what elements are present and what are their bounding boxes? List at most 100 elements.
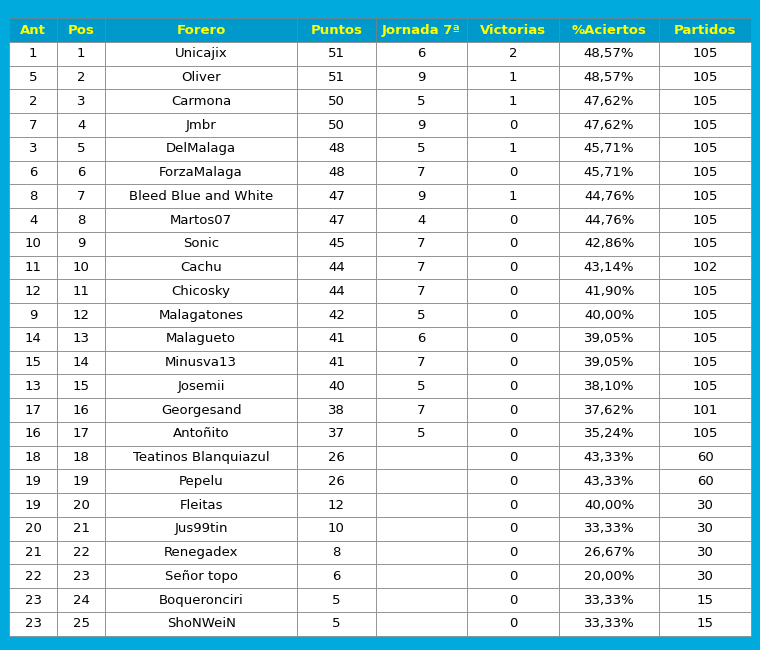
Text: 105: 105 [692, 285, 717, 298]
Text: Ant: Ant [21, 23, 46, 36]
Text: 44: 44 [328, 261, 345, 274]
Bar [297, 541, 375, 564]
Text: 15: 15 [697, 593, 714, 606]
Bar [375, 422, 467, 446]
Bar [659, 255, 751, 280]
Bar [105, 469, 297, 493]
Bar [375, 446, 467, 469]
Bar [375, 398, 467, 422]
Text: 15: 15 [24, 356, 42, 369]
Text: 0: 0 [509, 261, 518, 274]
Text: 0: 0 [509, 166, 518, 179]
Text: 45,71%: 45,71% [584, 166, 635, 179]
Text: Jornada 7ª: Jornada 7ª [382, 23, 461, 36]
Text: Oliver: Oliver [182, 71, 221, 84]
Text: 1: 1 [509, 190, 518, 203]
Text: 22: 22 [24, 570, 42, 583]
Bar [559, 469, 659, 493]
Text: 102: 102 [692, 261, 717, 274]
Bar [659, 232, 751, 255]
Text: Malagueto: Malagueto [166, 332, 236, 345]
Bar [559, 137, 659, 161]
Text: 8: 8 [29, 190, 37, 203]
Text: 11: 11 [24, 261, 42, 274]
Text: Puntos: Puntos [310, 23, 363, 36]
Bar [297, 161, 375, 185]
Bar [57, 303, 105, 327]
Text: 0: 0 [509, 474, 518, 488]
Text: 9: 9 [417, 190, 426, 203]
Bar [467, 137, 559, 161]
Text: 39,05%: 39,05% [584, 332, 635, 345]
Bar [467, 446, 559, 469]
Bar [105, 42, 297, 66]
Text: 42,86%: 42,86% [584, 237, 635, 250]
Bar [467, 588, 559, 612]
Bar [375, 280, 467, 303]
Bar [297, 113, 375, 137]
Text: Teatinos Blanquiazul: Teatinos Blanquiazul [133, 451, 269, 464]
Bar [659, 612, 751, 636]
Text: 44,76%: 44,76% [584, 214, 635, 227]
Text: 5: 5 [417, 427, 426, 440]
Text: 13: 13 [73, 332, 90, 345]
Bar [57, 588, 105, 612]
Text: 17: 17 [24, 404, 42, 417]
Bar [9, 255, 57, 280]
Text: Minusva13: Minusva13 [165, 356, 237, 369]
Text: 9: 9 [417, 71, 426, 84]
Bar [105, 303, 297, 327]
Text: DelMalaga: DelMalaga [166, 142, 236, 155]
Bar [559, 422, 659, 446]
Bar [659, 541, 751, 564]
Bar [297, 612, 375, 636]
Bar [297, 446, 375, 469]
Text: 43,33%: 43,33% [584, 474, 635, 488]
Text: 19: 19 [24, 474, 42, 488]
Bar [559, 18, 659, 42]
Bar [559, 612, 659, 636]
Bar [559, 541, 659, 564]
Text: 12: 12 [73, 309, 90, 322]
Bar [375, 517, 467, 541]
Bar [9, 42, 57, 66]
Bar [659, 374, 751, 398]
Bar [297, 517, 375, 541]
Text: 3: 3 [77, 95, 85, 108]
Text: 47,62%: 47,62% [584, 95, 635, 108]
Text: 6: 6 [77, 166, 85, 179]
Text: 105: 105 [692, 71, 717, 84]
Bar [467, 161, 559, 185]
Text: Chicosky: Chicosky [172, 285, 230, 298]
Text: ShoNWeiN: ShoNWeiN [166, 618, 236, 630]
Text: 0: 0 [509, 237, 518, 250]
Bar [467, 564, 559, 588]
Text: 2: 2 [29, 95, 37, 108]
Bar [57, 517, 105, 541]
Text: 5: 5 [332, 618, 340, 630]
Bar [467, 255, 559, 280]
Bar [659, 280, 751, 303]
Bar [57, 113, 105, 137]
Text: 60: 60 [697, 451, 714, 464]
Text: 37,62%: 37,62% [584, 404, 635, 417]
Bar [297, 42, 375, 66]
Text: 1: 1 [29, 47, 37, 60]
Text: 30: 30 [697, 546, 714, 559]
Bar [559, 564, 659, 588]
Bar [297, 185, 375, 208]
Text: 33,33%: 33,33% [584, 523, 635, 536]
Text: 1: 1 [509, 71, 518, 84]
Text: 48: 48 [328, 166, 345, 179]
Text: 105: 105 [692, 190, 717, 203]
Bar [659, 564, 751, 588]
Text: Carmona: Carmona [171, 95, 231, 108]
Bar [105, 564, 297, 588]
Text: 4: 4 [77, 118, 85, 131]
Text: 23: 23 [24, 618, 42, 630]
Bar [375, 137, 467, 161]
Bar [57, 18, 105, 42]
Bar [375, 351, 467, 374]
Bar [659, 208, 751, 232]
Text: 105: 105 [692, 332, 717, 345]
